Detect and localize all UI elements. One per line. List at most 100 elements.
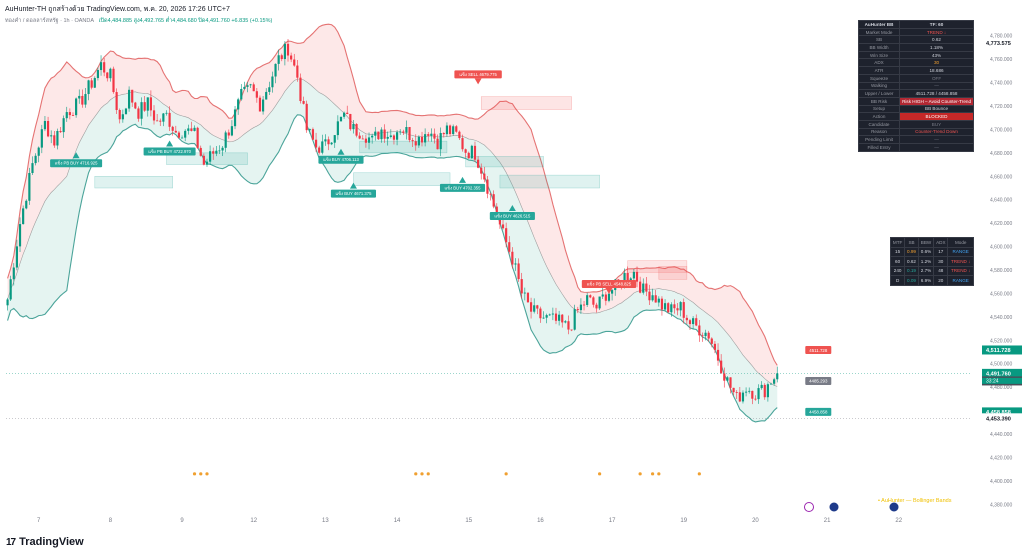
tradingview-logo[interactable]: 17 TradingView [6, 536, 84, 548]
price-tick-label: 4,500.000 [990, 362, 1012, 368]
candle-body [467, 152, 470, 159]
candle-body [564, 321, 567, 323]
candle-body [174, 130, 177, 133]
candle-body [377, 131, 380, 140]
event-dot [638, 472, 642, 476]
candle-body [536, 305, 539, 309]
mtf-cell: D [889, 275, 906, 286]
candle-body [769, 383, 773, 385]
candle-body [134, 102, 137, 109]
info-row: Reason Counter-Trend Down [857, 127, 974, 137]
candle-body [215, 150, 218, 154]
info-value: TREND ↓ [899, 27, 974, 37]
candle-body [50, 135, 53, 137]
candle-body [209, 151, 212, 162]
buy-signal-label: แข็ง PB BUY 4722.970 [148, 148, 191, 154]
buy-signal-box [50, 159, 103, 168]
info-row: Filled Entry — [857, 143, 974, 152]
candle-body [720, 360, 723, 374]
candle-body [601, 294, 604, 297]
candle-body [657, 298, 660, 303]
price-tick-label: 4,440.000 [990, 432, 1012, 438]
candle-body [430, 133, 433, 136]
info-key: BB Width [857, 43, 901, 52]
candle-body [9, 279, 12, 300]
buy-arrow-icon [166, 140, 174, 147]
buy-signal-box [439, 183, 486, 192]
time-tick-label: 9 [180, 518, 184, 524]
candle-body [542, 317, 545, 319]
zone-box [480, 96, 572, 110]
candle-body [651, 295, 654, 301]
candle-body [589, 295, 592, 298]
price-axis-badge-label: 4,773.575 [986, 41, 1011, 47]
candle-body [106, 72, 109, 79]
price-tick-label: 4,540.000 [990, 315, 1012, 321]
upper-band-fill [7, 24, 778, 387]
candle-body [716, 349, 720, 361]
mtf-row: 60 0.62 1.2% 30 TREND ↓ [889, 256, 974, 267]
candle-body [90, 80, 93, 88]
chart-header: AuHunter-TH ถูกสร้างด้วย TradingView.com… [0, 0, 1024, 30]
candle-body [333, 135, 336, 143]
info-key: Action [857, 112, 901, 121]
candle-body [773, 379, 776, 384]
price-tick-label: 4,600.000 [990, 245, 1012, 251]
candle-body [604, 294, 607, 301]
candle-body [442, 133, 445, 135]
price-axis-badge-label: 4,458.858 [986, 410, 1011, 416]
info-value: 30 [899, 58, 974, 68]
event-dot [205, 472, 209, 476]
info-key: ADX [857, 58, 901, 68]
candle-body [374, 131, 377, 136]
candle-body [165, 112, 168, 114]
candle-body [121, 114, 124, 120]
candle-body [576, 309, 579, 311]
mtf-header-cell: ADX [933, 237, 949, 248]
candle-body [754, 398, 757, 400]
candle-body [533, 305, 536, 312]
candle-body [483, 173, 486, 180]
symbol-legend[interactable]: ทองคำ / ดอลลาร์สหรัฐ · 1h · OANDA เปิด4,… [5, 17, 272, 25]
info-panel: AuHunter BB TF: 60 Market Mode TREND ↓ SB 0… [857, 20, 974, 152]
candle-body [395, 132, 399, 140]
middle-band-line [7, 78, 778, 387]
candle-body [501, 224, 505, 229]
indicator-name-label: • AuHunter — Bollinger Bands [878, 498, 952, 504]
candle-body [93, 78, 96, 88]
candle-body [65, 112, 68, 119]
candle-body [18, 224, 22, 247]
candle-body [212, 151, 215, 154]
candle-body [420, 136, 424, 143]
candle-body [71, 115, 75, 116]
tradingview-logo-text: TradingView [19, 536, 84, 548]
candle-body [22, 208, 25, 225]
info-key: Squeeze [857, 73, 901, 83]
buy-signal: แข็ง PB BUY 4722.970 [143, 140, 196, 156]
candle-body [448, 125, 452, 135]
price-tick-label: 4,380.000 [990, 502, 1012, 508]
candle-body [748, 390, 751, 392]
candle-body [477, 159, 480, 168]
time-tick-label: 12 [250, 518, 257, 524]
candle-body [735, 392, 738, 393]
candle-body [367, 137, 371, 143]
candle-body [246, 85, 249, 87]
sell-signal-box [454, 70, 502, 79]
candle-body [240, 88, 243, 100]
info-value: 4511.728 / 4458.858 [899, 89, 974, 98]
candle-body [237, 99, 240, 110]
candle-body [180, 137, 184, 139]
candle-body [137, 108, 140, 119]
candle-body [508, 242, 511, 252]
price-tick-label: 4,520.000 [990, 338, 1012, 344]
candle-body [314, 139, 318, 148]
candle-body [380, 129, 383, 140]
us-flag-icon [829, 502, 839, 512]
candle-body [698, 325, 701, 336]
candle-body [327, 139, 330, 145]
time-tick-label: 16 [537, 518, 544, 524]
symbol-name: ทองคำ / ดอลลาร์สหรัฐ · 1h · OANDA [5, 18, 95, 24]
candle-body [632, 271, 635, 279]
